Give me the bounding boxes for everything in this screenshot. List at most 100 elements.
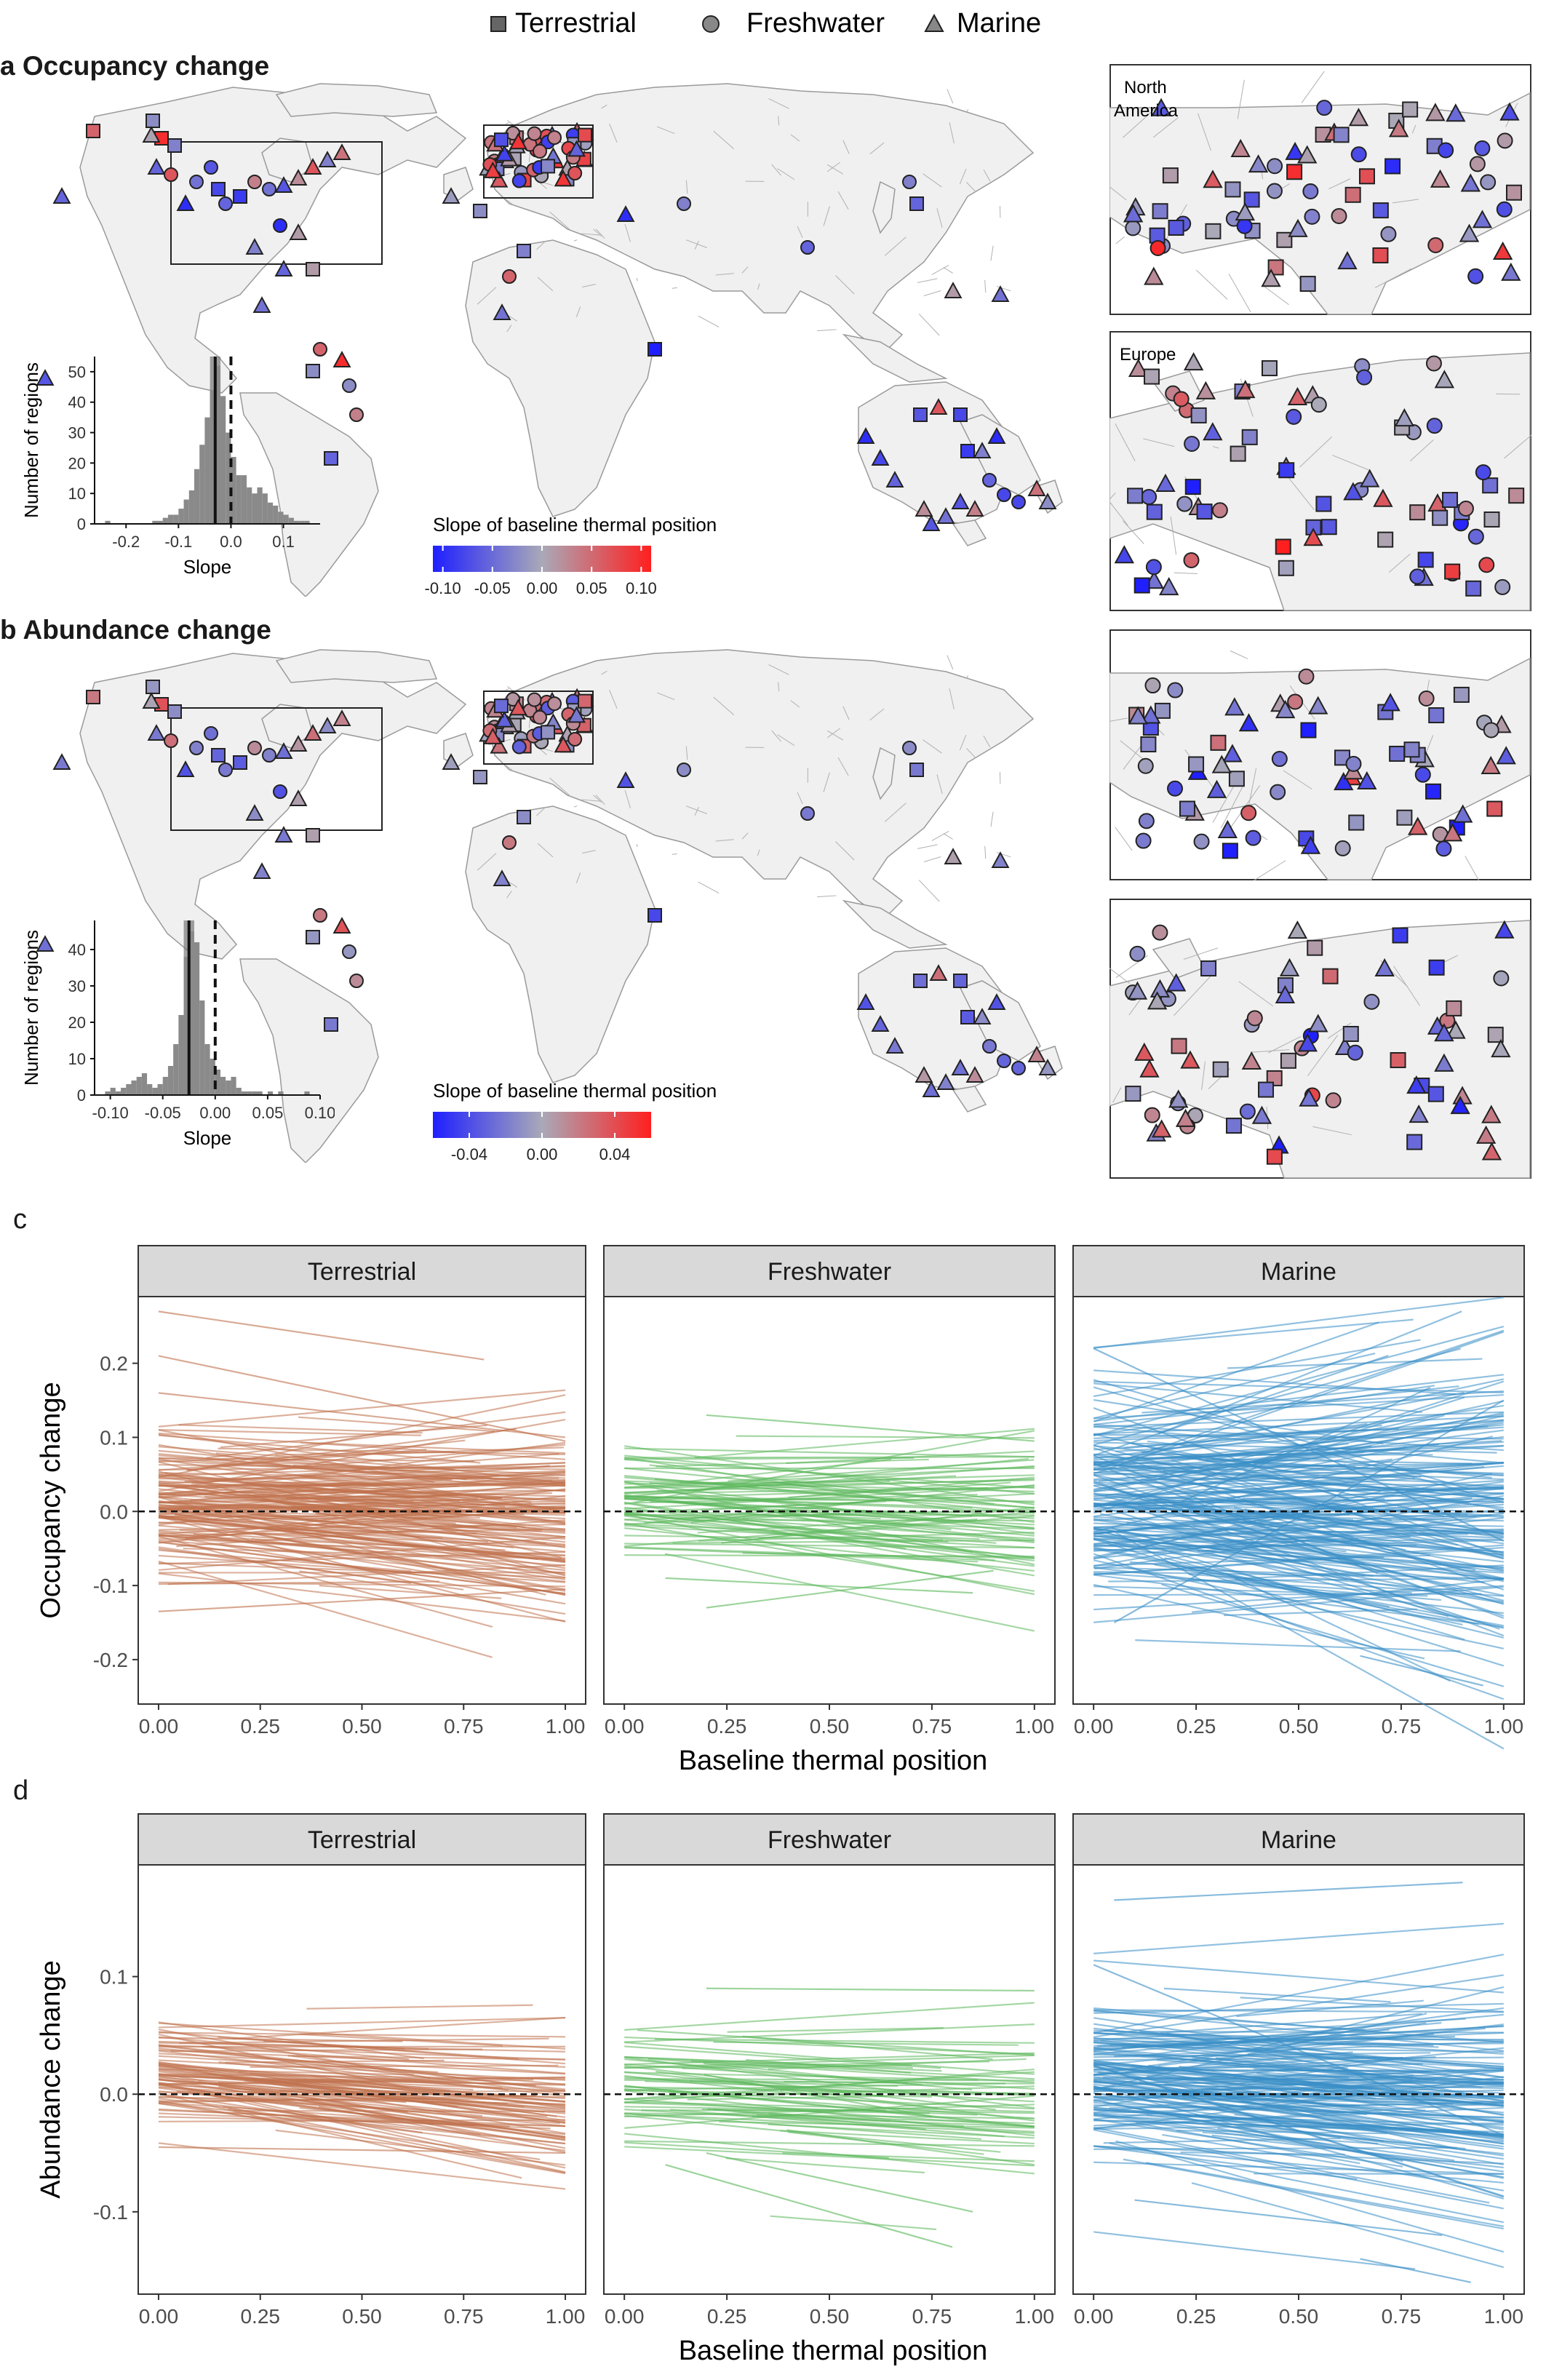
region-marker <box>189 175 204 189</box>
inset-north-america-abundance <box>1109 629 1531 880</box>
trend-line <box>1093 1433 1445 1518</box>
trend-line <box>158 1389 566 1428</box>
region-marker <box>1162 167 1179 184</box>
histogram-bar <box>121 1088 127 1095</box>
trend-line <box>158 1444 566 1512</box>
region-marker <box>1392 927 1408 944</box>
histogram-bar <box>157 1084 163 1095</box>
colorbar-abundance: Slope of baseline thermal position -0.04 0… <box>433 1080 717 1163</box>
region-marker <box>1307 939 1323 956</box>
country-border <box>575 872 581 883</box>
trend-line <box>1123 2158 1505 2230</box>
region-marker <box>1152 924 1168 941</box>
trend-line <box>1093 2127 1490 2204</box>
region-marker <box>211 182 226 196</box>
trend-line <box>178 1424 423 1434</box>
region-marker <box>493 869 511 886</box>
country-border <box>657 126 675 135</box>
region-marker <box>533 709 548 725</box>
trend-line <box>624 2133 1035 2175</box>
trend-line <box>624 2071 979 2081</box>
region-marker <box>1155 473 1176 493</box>
trend-line <box>158 1429 435 1483</box>
country-border <box>823 772 830 792</box>
trend-line <box>1093 2070 1504 2114</box>
region-marker <box>306 930 320 944</box>
region-marker <box>885 1037 904 1054</box>
region-marker <box>871 449 890 466</box>
region-marker <box>273 218 287 233</box>
x-tick-label: 0.75 <box>912 1715 952 1738</box>
trend-line <box>158 1310 485 1361</box>
x-tick-label: 0.50 <box>342 1715 382 1738</box>
region-marker <box>1135 832 1152 849</box>
histogram-bar <box>204 1044 210 1095</box>
region-marker <box>1287 386 1308 405</box>
country-border <box>506 325 512 333</box>
inset-label-north-america-line1: North <box>1124 78 1167 97</box>
country-border <box>884 803 907 822</box>
region-marker <box>1331 207 1347 224</box>
trend-line <box>1093 1559 1505 1649</box>
region-marker <box>533 143 548 159</box>
y-axis-title: Occupancy change <box>36 1382 66 1618</box>
histogram-bar <box>162 517 168 524</box>
region-marker <box>1152 203 1168 220</box>
trend-line <box>1162 2133 1504 2192</box>
country-border <box>826 728 841 739</box>
region-marker <box>1486 800 1503 817</box>
country-border <box>672 853 677 855</box>
trend-lines <box>1093 1297 1505 1750</box>
region-marker <box>960 1010 975 1024</box>
region-marker <box>1267 158 1283 175</box>
histogram-bar <box>173 514 179 524</box>
trend-line <box>624 1484 1035 1510</box>
country-border <box>817 329 837 332</box>
trend-line <box>1093 1419 1504 1451</box>
landmass <box>872 747 896 800</box>
region-marker <box>147 158 166 175</box>
trend-line <box>706 1987 1035 1992</box>
trend-line <box>1093 1393 1504 1420</box>
histogram-bar <box>178 1015 184 1095</box>
panel-a-label: a Occupancy change <box>0 51 270 81</box>
facet-strip-label: Terrestrial <box>308 1826 416 1854</box>
region-marker <box>1406 1075 1427 1094</box>
region-marker <box>1139 1059 1160 1078</box>
region-marker <box>1129 945 1146 962</box>
region-marker <box>1167 780 1184 797</box>
country-border <box>918 314 940 336</box>
region-marker <box>1358 168 1375 185</box>
region-marker <box>1235 380 1256 399</box>
x-tick-label: -0.05 <box>145 1104 181 1122</box>
x-tick-label: 0.50 <box>1279 1715 1319 1738</box>
facet-strip-label: Freshwater <box>768 1258 891 1286</box>
region-marker <box>677 763 691 777</box>
region-marker <box>1334 772 1354 791</box>
country-border <box>869 142 885 155</box>
trend-line <box>158 2072 566 2138</box>
trend-lines <box>623 1414 1035 1632</box>
region-marker <box>1246 1010 1263 1027</box>
x-tick-label: 0.00 <box>605 2305 645 2328</box>
trend-line <box>1109 2142 1505 2224</box>
trend-line <box>158 1392 566 1438</box>
region-marker <box>1380 226 1397 242</box>
histogram-occupancy-slopes: -0.2 -0.1 0.0 0.1 0 10 20 30 40 50 Slope Number of … <box>20 357 320 578</box>
trend-line <box>694 1428 1035 1459</box>
region-marker <box>1496 201 1513 218</box>
country-border <box>582 284 596 288</box>
trend-line <box>1093 2009 1504 2052</box>
region-marker <box>1356 369 1373 386</box>
region-marker <box>1258 1081 1275 1098</box>
trend-line <box>1093 1453 1433 1456</box>
landmass <box>275 649 438 683</box>
country-border <box>672 287 677 289</box>
trend-line <box>1176 2130 1387 2135</box>
trend-line <box>1224 1608 1418 1617</box>
region-marker <box>1168 1089 1189 1108</box>
region-marker <box>218 763 233 777</box>
region-marker <box>1168 220 1184 236</box>
region-marker <box>142 692 161 709</box>
region-marker <box>1394 408 1415 427</box>
